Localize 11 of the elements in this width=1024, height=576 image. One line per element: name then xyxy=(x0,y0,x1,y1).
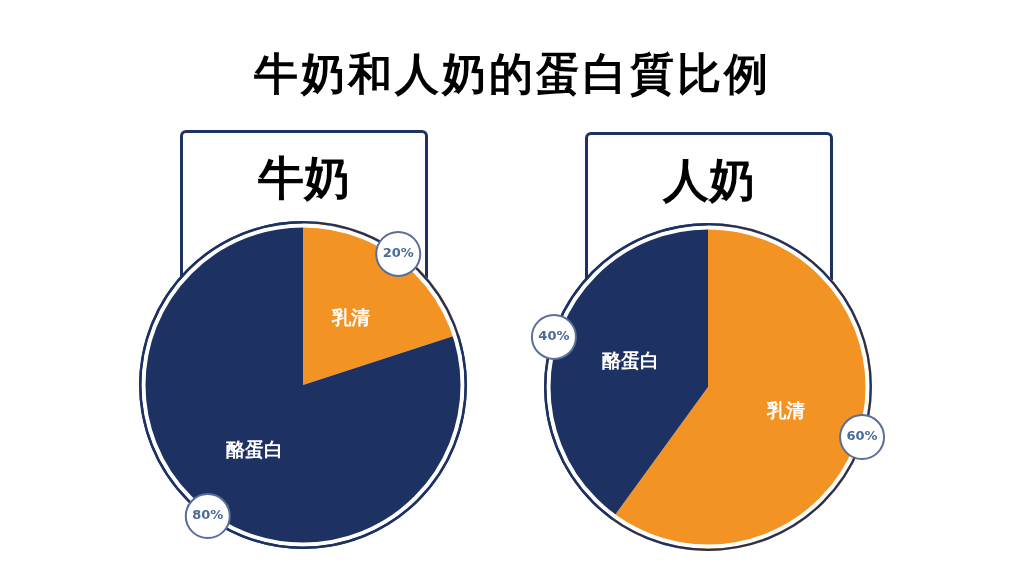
slice-label: 乳清 xyxy=(765,399,805,422)
chart-title: 牛奶和人奶的蛋白質比例 xyxy=(252,47,772,101)
data-label: 60% xyxy=(846,428,878,444)
chart-subtitle: 人奶 xyxy=(661,152,756,208)
slice-label: 酪蛋白 xyxy=(226,438,284,461)
slice-label: 乳清 xyxy=(331,305,371,328)
data-label: 40% xyxy=(538,328,570,344)
data-label: 20% xyxy=(382,245,414,261)
data-label: 80% xyxy=(192,507,224,523)
chart-subtitle: 牛奶 xyxy=(257,150,351,206)
slice-label: 酪蛋白 xyxy=(601,348,659,371)
